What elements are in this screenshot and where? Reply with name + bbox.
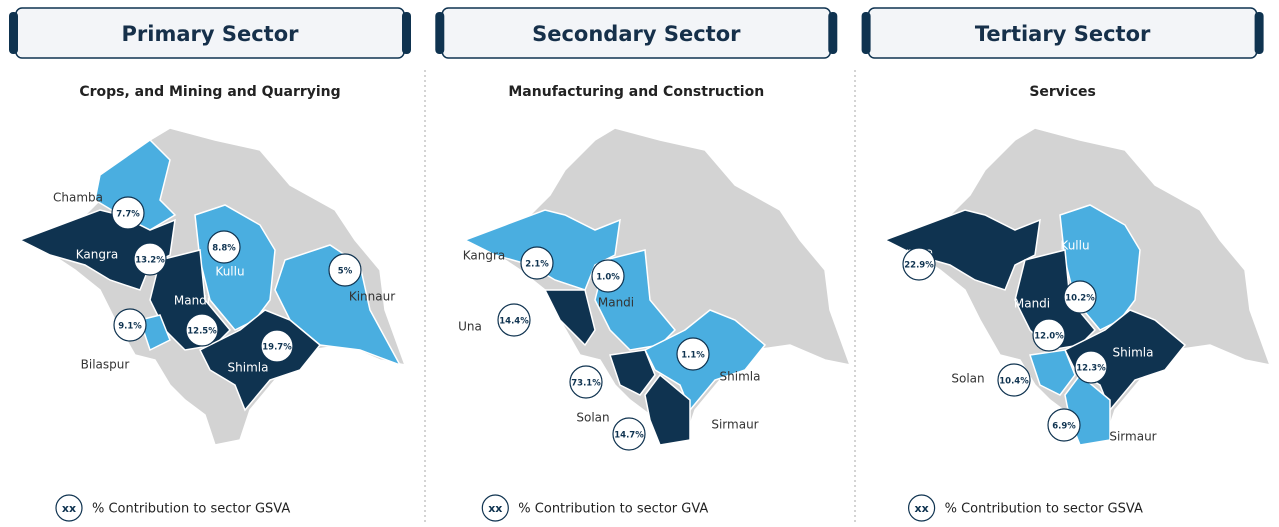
share-label: 12.5% (187, 327, 217, 337)
district-name: Sirmaur (711, 418, 758, 432)
panel-title: Primary Sector (122, 22, 300, 46)
share-label: 7.7% (116, 210, 140, 220)
district-area (1063, 309, 1187, 412)
header-bracket (435, 12, 445, 54)
district-name: Solan (576, 411, 609, 425)
district-name: Sirmaur (1109, 430, 1156, 444)
header-bracket (9, 12, 18, 54)
share-label: 73.1% (571, 379, 601, 389)
share-bubble (676, 337, 710, 371)
panel-title: Tertiary Sector (975, 22, 1151, 46)
share-bubble (1063, 280, 1097, 314)
share-label: 12.0% (1034, 332, 1064, 342)
share-label: 12.3% (1076, 364, 1106, 374)
panel: Primary Sector Crops, and Mining and Quar… (9, 7, 411, 522)
district-name: Kullu (215, 265, 244, 279)
share-bubble (260, 329, 294, 363)
share-label: 5% (338, 267, 353, 277)
panel-subtitle: Crops, and Mining and Quarrying (79, 84, 340, 100)
share-label: 13.2% (135, 256, 165, 266)
panel-subtitle: Manufacturing and Construction (508, 84, 764, 100)
legend-symbol (55, 494, 83, 522)
share-label: 10.4% (999, 377, 1029, 387)
share-label: 10.2% (1065, 294, 1095, 304)
share-bubble (133, 242, 167, 276)
district-name: Chamba (53, 191, 103, 205)
district-name: Mandi (174, 294, 210, 308)
district-name: Kangra (463, 249, 506, 263)
panel: Secondary Sector Manufacturing and Constr… (435, 7, 852, 522)
share-label: 14.7% (614, 431, 644, 441)
district-area (139, 314, 171, 352)
district-name: Kangra (76, 248, 119, 262)
share-bubble (1032, 318, 1066, 352)
panel-subtitle: Services (1029, 84, 1096, 100)
district-name: Solan (951, 372, 984, 386)
district-area (644, 373, 691, 446)
district-area (609, 349, 656, 396)
share-label: 9.1% (118, 322, 142, 332)
share-bubble (1074, 350, 1108, 384)
share-bubble (111, 196, 145, 230)
share-bubble (902, 247, 936, 281)
district-name: Shimla (1113, 346, 1154, 360)
district-area (198, 309, 322, 412)
share-bubble (1047, 408, 1081, 442)
panel-title: Secondary Sector (532, 22, 741, 46)
share-label: 19.7% (262, 343, 292, 353)
header-bracket (402, 12, 411, 54)
header-bracket (828, 12, 838, 54)
share-label: 22.9% (904, 261, 934, 271)
district-name: Shimla (720, 370, 761, 384)
legend-symbol-text: xx (488, 502, 502, 515)
legend-symbol-text: xx (914, 502, 928, 515)
share-bubble (185, 313, 219, 347)
share-label: 1.1% (681, 351, 705, 361)
share-label: 1.0% (596, 273, 620, 283)
share-bubble (497, 303, 531, 337)
share-bubble (113, 308, 147, 342)
panel: Tertiary SectorServicesKangra22.9%Kullu1… (861, 7, 1272, 522)
legend-text: % Contribution to sector GSVA (92, 502, 290, 517)
share-bubble (997, 363, 1031, 397)
district-area (18, 209, 176, 291)
legend-symbol (907, 494, 936, 522)
share-bubble (328, 253, 362, 287)
share-bubble (207, 230, 241, 264)
share-bubble (612, 417, 646, 451)
share-label: 2.1% (525, 260, 549, 270)
header-bracket (861, 12, 871, 54)
district-area (883, 209, 1041, 291)
share-label: 14.4% (499, 317, 529, 327)
legend-symbol-text: xx (62, 502, 76, 515)
share-label: 6.9% (1052, 422, 1076, 432)
share-bubble (569, 365, 603, 399)
district-area (1029, 349, 1076, 396)
district-name: Shimla (228, 361, 269, 375)
district-name: Mandi (598, 296, 634, 310)
legend-text: % Contribution to sector GVA (518, 502, 708, 517)
district-name: Una (458, 320, 482, 334)
district-name: Kullu (1060, 239, 1089, 253)
share-bubble (591, 259, 625, 293)
share-label: 8.8% (212, 244, 236, 254)
district-area (543, 289, 596, 347)
legend-text: % Contribution to sector GSVA (945, 502, 1143, 517)
district-name: Mandi (1014, 297, 1050, 311)
legend-symbol (481, 494, 509, 522)
district-name: Kinnaur (349, 290, 395, 304)
header-bracket (1254, 12, 1264, 54)
share-bubble (520, 246, 554, 280)
district-name: Bilaspur (81, 358, 130, 372)
